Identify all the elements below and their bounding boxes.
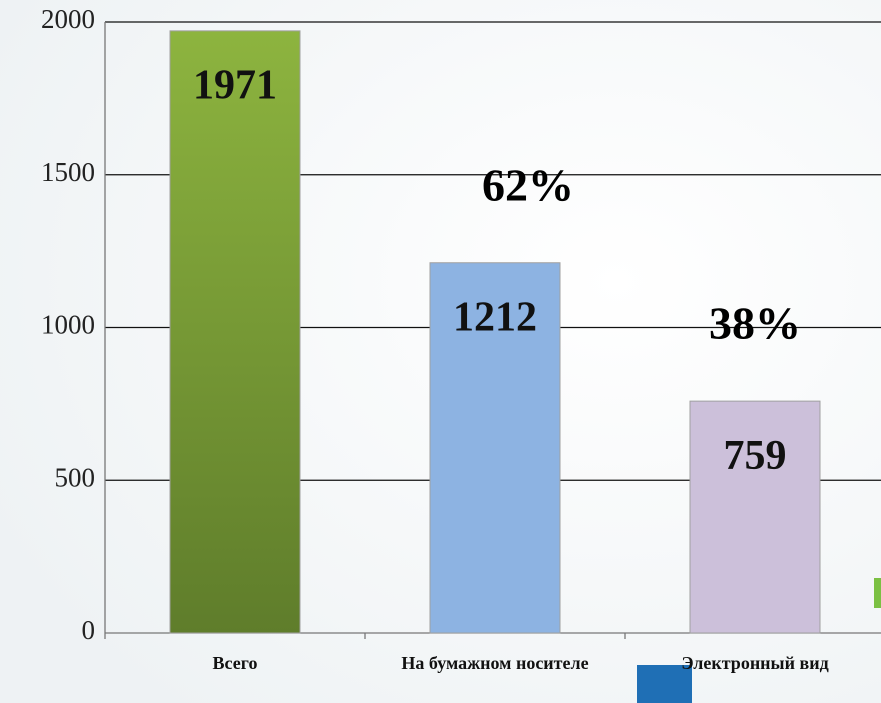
x-tick-label: Всего: [212, 653, 258, 673]
x-tick-label: Электронный вид: [681, 653, 829, 673]
value-label: 1971: [193, 63, 277, 109]
y-tick-label: 1000: [41, 310, 95, 340]
annotation: 38%: [709, 298, 801, 349]
x-tick-label: На бумажном носителе: [401, 653, 589, 673]
y-tick-label: 500: [55, 462, 96, 492]
bar: [689, 400, 821, 634]
y-tick-label: 1500: [41, 157, 95, 187]
value-label: 1212: [453, 294, 537, 340]
decoration: [874, 578, 881, 608]
annotation: 62%: [482, 159, 574, 210]
decoration: [637, 665, 692, 703]
value-label: 759: [724, 433, 787, 479]
y-tick-label: 0: [82, 615, 96, 645]
y-tick-label: 2000: [41, 4, 95, 34]
bar: [169, 30, 301, 634]
bar: [429, 262, 561, 634]
